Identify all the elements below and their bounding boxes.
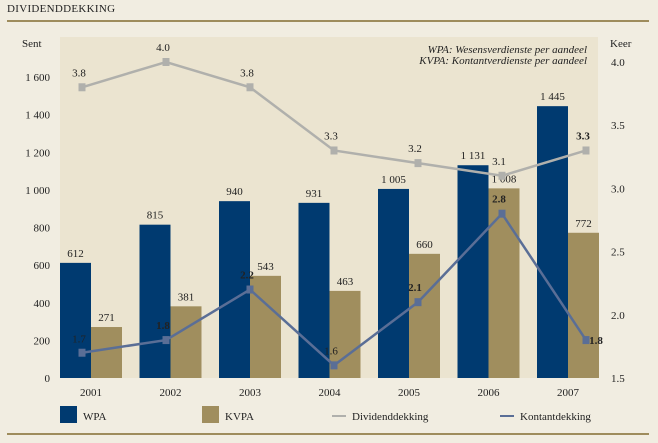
- line-data-label: 3.1: [492, 156, 506, 168]
- legend-swatch-wpa: [60, 406, 77, 423]
- bar-data-label: 463: [337, 276, 354, 288]
- left-tick-label: 600: [34, 260, 51, 272]
- bar-data-label: 1 445: [540, 91, 565, 103]
- line-data-label: 3.2: [408, 143, 422, 155]
- left-tick-label: 400: [34, 298, 51, 310]
- line-data-label: 4.0: [156, 42, 170, 54]
- legend-label: WPA: [83, 411, 106, 423]
- right-tick-label: 2.5: [611, 247, 625, 259]
- line-marker: [330, 146, 338, 155]
- x-tick-label: 2002: [160, 387, 182, 399]
- top-divider: [7, 20, 649, 22]
- line-marker: [246, 285, 254, 294]
- right-tick-label: 2.0: [611, 310, 625, 322]
- bar-kvpa: [409, 253, 440, 378]
- bar-wpa: [378, 188, 409, 378]
- left-axis-label: Sent: [22, 38, 42, 50]
- x-tick-label: 2006: [478, 387, 501, 399]
- line-marker: [498, 209, 506, 218]
- bar-data-label: 543: [257, 261, 274, 273]
- left-tick-label: 1 600: [25, 72, 50, 84]
- line-marker: [582, 336, 590, 345]
- line-marker: [498, 171, 506, 180]
- right-axis-label: Keer: [610, 38, 632, 50]
- legend-swatch-kontantdekking: [500, 415, 514, 417]
- bar-data-label: 1 131: [461, 150, 486, 162]
- legend-label: Kontantdekking: [520, 411, 591, 423]
- x-tick-label: 2001: [80, 387, 102, 399]
- line-data-label: 1.6: [324, 345, 338, 357]
- bar-data-label: 940: [226, 186, 243, 198]
- bar-kvpa: [91, 327, 122, 378]
- chart-note: KVPA: Kontantverdienste per aandeel: [418, 55, 587, 67]
- left-tick-label: 800: [34, 223, 51, 235]
- line-data-label: 1.7: [72, 334, 86, 346]
- bar-data-label: 1 005: [381, 174, 406, 186]
- line-data-label: 3.8: [240, 67, 254, 79]
- bar-wpa: [219, 201, 250, 378]
- line-marker: [582, 146, 590, 155]
- bottom-divider: [7, 433, 649, 435]
- legend-swatch-kvpa: [202, 406, 219, 423]
- line-marker: [162, 58, 170, 66]
- bar-wpa: [139, 224, 171, 378]
- right-tick-label: 3.5: [611, 120, 625, 132]
- line-data-label: 1.8: [156, 320, 170, 332]
- left-tick-label: 1 400: [25, 110, 50, 122]
- left-tick-label: 1 000: [25, 185, 50, 197]
- right-tick-label: 3.0: [611, 183, 625, 195]
- legend-label: KVPA: [225, 411, 254, 423]
- line-data-label: 1.8: [589, 335, 603, 347]
- line-data-label: 3.3: [576, 130, 590, 142]
- left-tick-label: 200: [34, 335, 51, 347]
- bar-kvpa: [170, 306, 202, 378]
- line-marker: [78, 348, 86, 357]
- right-tick-label: 4.0: [611, 57, 625, 69]
- legend-label: Dividenddekking: [352, 411, 429, 423]
- bar-data-label: 381: [178, 291, 195, 303]
- bar-data-label: 271: [98, 312, 115, 324]
- bar-data-label: 612: [67, 248, 84, 260]
- line-marker: [78, 83, 86, 92]
- bar-data-label: 660: [416, 239, 433, 251]
- bar-kvpa: [250, 275, 281, 378]
- line-marker: [414, 298, 422, 307]
- line-marker: [330, 361, 338, 370]
- chart-note: WPA: Wesensverdienste per aandeel: [428, 44, 587, 56]
- left-tick-label: 1 200: [25, 147, 50, 159]
- x-tick-label: 2005: [398, 387, 421, 399]
- bar-data-label: 815: [147, 210, 164, 222]
- bar-data-label: 931: [306, 188, 323, 200]
- x-tick-label: 2004: [319, 387, 342, 399]
- x-tick-label: 2007: [557, 387, 580, 399]
- line-data-label: 3.8: [72, 67, 86, 79]
- line-marker: [414, 159, 422, 168]
- right-tick-label: 1.5: [611, 373, 625, 385]
- bar-kvpa: [488, 188, 520, 378]
- bar-wpa: [457, 165, 489, 378]
- line-data-label: 2.8: [492, 194, 506, 206]
- line-data-label: 2.1: [408, 282, 422, 294]
- bar-kvpa: [568, 232, 599, 378]
- line-marker: [162, 336, 170, 345]
- chart-title: DIVIDENDDEKKING: [7, 3, 116, 15]
- line-marker: [246, 83, 254, 92]
- legend-swatch-dividenddekking: [332, 415, 346, 417]
- bar-wpa: [60, 262, 91, 378]
- bar-data-label: 772: [575, 218, 592, 230]
- bar-wpa: [537, 106, 568, 379]
- line-data-label: 3.3: [324, 130, 338, 142]
- left-tick-label: 0: [45, 373, 51, 385]
- line-data-label: 2.2: [240, 270, 254, 282]
- x-tick-label: 2003: [239, 387, 262, 399]
